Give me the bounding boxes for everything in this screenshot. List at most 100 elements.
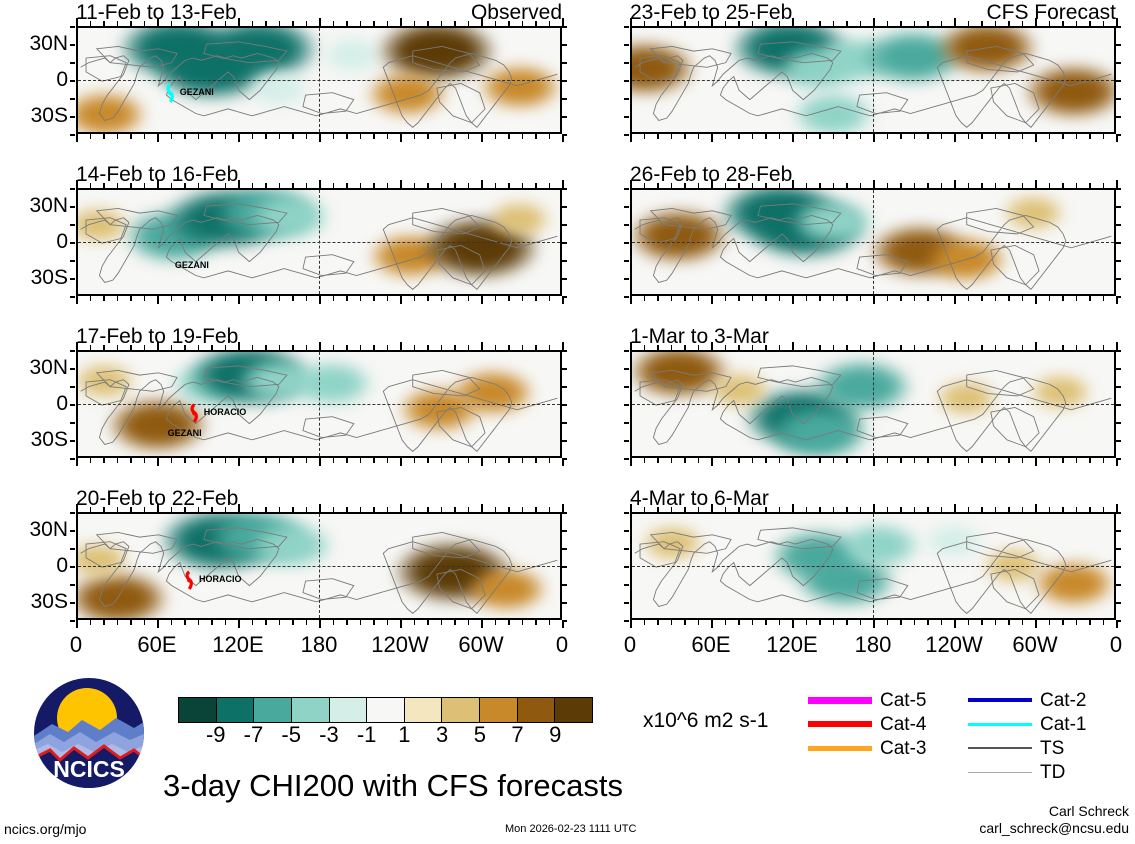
axis-tick <box>778 507 780 512</box>
dateline-marker <box>873 514 874 618</box>
colorbar-swatch <box>254 698 292 722</box>
axis-tick <box>238 458 240 466</box>
storm-label: GEZANI <box>167 427 202 438</box>
axis-tick <box>994 183 996 188</box>
axis-tick <box>751 183 753 188</box>
axis-tick <box>778 296 780 301</box>
axis-tick <box>319 504 321 512</box>
axis-tick <box>624 116 629 118</box>
axis-tick <box>1116 134 1121 136</box>
field-contour <box>249 194 330 239</box>
axis-tick <box>900 296 902 301</box>
axis-tick <box>265 21 267 26</box>
colorbar-swatch <box>216 698 255 722</box>
axis-tick <box>211 134 213 139</box>
axis-tick <box>684 134 686 139</box>
axis-tick <box>886 134 888 139</box>
colorbar-swatch <box>404 698 443 722</box>
axis-tick <box>819 620 821 625</box>
axis-tick <box>1075 296 1077 301</box>
axis-tick <box>859 183 861 188</box>
field-contour <box>770 406 869 456</box>
axis-tick <box>900 345 902 350</box>
colorbar <box>178 697 593 723</box>
cyclone-track <box>162 83 178 104</box>
axis-tick <box>562 62 567 64</box>
axis-tick <box>103 345 105 350</box>
axis-tick <box>143 458 145 463</box>
y-axis-tick-label: 30S <box>30 428 68 451</box>
axis-tick <box>130 183 132 188</box>
axis-tick <box>332 620 334 625</box>
axis-tick <box>751 507 753 512</box>
axis-tick <box>521 345 523 350</box>
axis-tick <box>778 620 780 625</box>
axis-tick <box>224 134 226 139</box>
axis-tick <box>332 345 334 350</box>
axis-tick <box>70 188 75 190</box>
axis-tick <box>1062 134 1064 139</box>
axis-tick <box>657 458 659 463</box>
axis-tick <box>954 180 956 188</box>
axis-tick <box>427 134 429 139</box>
axis-tick <box>427 296 429 301</box>
axis-tick <box>427 345 429 350</box>
axis-tick <box>305 296 307 301</box>
axis-tick <box>467 620 469 625</box>
site-url[interactable]: ncics.org/mjo <box>4 821 87 837</box>
axis-tick <box>913 21 915 26</box>
map-plot-area: HORACIO <box>76 512 562 620</box>
legend-item-cat-2: Cat-2 <box>968 688 1086 712</box>
axis-tick <box>1116 224 1121 226</box>
axis-tick <box>1116 530 1121 532</box>
author-credit: Carl Schreck carl_schreck@ncsu.edu <box>979 803 1129 837</box>
axis-tick <box>224 507 226 512</box>
cyclone-track <box>186 403 202 424</box>
storm-label: HORACIO <box>203 407 247 418</box>
axis-tick <box>805 296 807 301</box>
axis-tick <box>494 21 496 26</box>
axis-tick <box>184 620 186 625</box>
axis-tick <box>873 458 875 466</box>
axis-tick <box>940 507 942 512</box>
axis-tick <box>819 21 821 26</box>
axis-tick <box>251 345 253 350</box>
panel-3: 17-Feb to 19-Feb GEZANI HORACIO <box>70 326 567 466</box>
axis-tick <box>508 21 510 26</box>
axis-tick <box>1102 345 1104 350</box>
column-header: Observed <box>470 1 562 24</box>
axis-tick <box>724 134 726 139</box>
axis-tick <box>143 296 145 301</box>
x-axis-tick-label: 180 <box>854 632 892 657</box>
legend-item-ts: TS <box>968 736 1086 760</box>
axis-tick <box>467 21 469 26</box>
axis-tick <box>832 458 834 463</box>
y-axis-tick-label: 0 <box>56 392 68 415</box>
axis-tick <box>1116 620 1121 622</box>
axis-tick <box>548 183 550 188</box>
axis-tick <box>251 183 253 188</box>
axis-tick <box>400 296 402 304</box>
field-contour <box>793 92 873 132</box>
axis-tick <box>1048 21 1050 26</box>
axis-tick <box>305 21 307 26</box>
axis-tick <box>940 134 942 139</box>
axis-tick <box>103 183 105 188</box>
axis-tick <box>886 620 888 625</box>
axis-tick <box>1075 507 1077 512</box>
axis-tick <box>70 584 75 586</box>
axis-tick <box>1102 507 1104 512</box>
axis-tick <box>954 620 956 628</box>
axis-tick <box>292 507 294 512</box>
axis-tick <box>359 620 361 625</box>
axis-tick <box>657 620 659 625</box>
author-email[interactable]: carl_schreck@ncsu.edu <box>979 820 1129 836</box>
axis-tick <box>70 80 75 82</box>
axis-tick <box>562 504 564 512</box>
axis-tick <box>562 180 564 188</box>
axis-tick <box>427 620 429 625</box>
axis-tick <box>624 422 629 424</box>
ncics-logo[interactable]: NCICS <box>30 674 148 792</box>
axis-tick <box>940 21 942 26</box>
axis-tick <box>562 342 564 350</box>
